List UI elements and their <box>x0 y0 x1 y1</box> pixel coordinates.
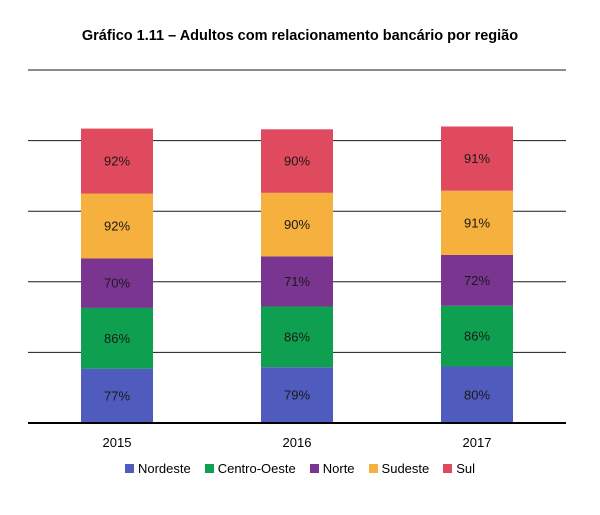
bars <box>81 126 513 423</box>
bar-segment <box>441 366 513 423</box>
data-label: 90% <box>284 217 310 232</box>
legend-label: Sul <box>456 461 476 476</box>
data-label: 72% <box>464 273 490 288</box>
bar-segment <box>261 129 333 193</box>
data-label: 71% <box>284 274 310 289</box>
legend-label: Sudeste <box>381 461 430 476</box>
legend-swatch <box>368 464 378 473</box>
x-tick-label: 2016 <box>283 435 312 450</box>
legend-swatch <box>124 464 134 473</box>
data-label: 70% <box>104 276 130 291</box>
legend-item: Centro-Oeste <box>204 461 296 476</box>
legend: Nordeste Centro-Oeste Norte Sudeste Sul <box>0 461 600 476</box>
data-label: 77% <box>104 388 130 403</box>
bar-segment <box>261 306 333 368</box>
legend-item: Sul <box>443 461 475 476</box>
bar-segment <box>441 126 513 191</box>
bar-segment <box>441 254 513 306</box>
legend-label: Nordeste <box>137 461 191 476</box>
bar-segment <box>261 256 333 307</box>
bar-segment <box>261 192 333 257</box>
data-label: 91% <box>464 151 490 166</box>
data-labels: 77% 86% 70% 92% 92% 79% 86% 71% 90% 90% 80% 86% 72% 9… <box>104 151 490 403</box>
data-label: 79% <box>284 388 310 403</box>
legend-label: Centro-Oeste <box>217 461 296 476</box>
legend-swatch <box>204 464 214 473</box>
data-label: 90% <box>284 154 310 169</box>
data-label: 91% <box>464 215 490 230</box>
bar-segment <box>81 193 153 259</box>
x-axis: 2015 2016 2017 <box>28 422 566 450</box>
legend-swatch <box>309 464 319 473</box>
legend-swatch <box>443 464 453 473</box>
data-label: 86% <box>464 329 490 344</box>
legend-item: Sudeste <box>368 461 430 476</box>
bar-segment <box>441 305 513 367</box>
data-label: 86% <box>104 331 130 346</box>
bar-segment <box>81 128 153 194</box>
data-label: 92% <box>104 154 130 169</box>
bar-segment <box>81 368 153 423</box>
legend-label: Norte <box>322 461 355 476</box>
data-label: 92% <box>104 219 130 234</box>
bar-segment <box>441 190 513 255</box>
bar-segment <box>81 258 153 308</box>
legend-item: Nordeste <box>124 461 191 476</box>
chart-title: Gráfico 1.11 – Adultos com relacionament… <box>81 28 519 44</box>
x-tick-label: 2017 <box>463 435 492 450</box>
bar-segment <box>261 367 333 423</box>
legend-item: Norte <box>309 461 355 476</box>
bar-segment <box>81 307 153 369</box>
data-label: 86% <box>284 329 310 344</box>
data-label: 80% <box>464 387 490 402</box>
x-tick-label: 2015 <box>103 435 132 450</box>
